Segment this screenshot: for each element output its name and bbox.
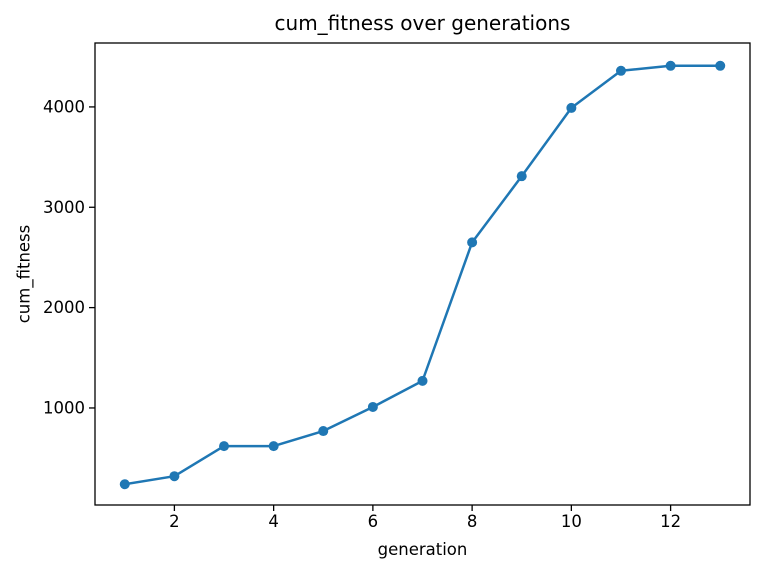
chart-title: cum_fitness over generations [274, 11, 571, 35]
y-axis-label: cum_fitness [14, 224, 34, 324]
data-point-gen-9 [516, 171, 527, 182]
x-tick-label-2: 2 [169, 512, 180, 531]
y-tick-label-3000: 3000 [43, 198, 85, 217]
data-point-gen-10 [566, 102, 577, 113]
fitness-line [123, 64, 722, 486]
y-tick-label-4000: 4000 [43, 97, 85, 116]
data-point-gen-8 [467, 237, 478, 248]
data-point-gen-6 [367, 401, 378, 412]
data-point-gen-2 [169, 471, 180, 482]
y-tick-label-2000: 2000 [43, 298, 85, 317]
data-point-gen-12 [665, 60, 676, 71]
data-point-gen-7 [417, 375, 428, 386]
x-tick-label-4: 4 [268, 512, 279, 531]
x-tick-label-6: 6 [368, 512, 379, 531]
data-point-gen-5 [318, 426, 329, 437]
data-point-gen-4 [268, 441, 279, 452]
x-axis-label: generation [377, 540, 468, 559]
y-tick-label-1000: 1000 [43, 398, 85, 417]
data-point-gen-13 [715, 60, 726, 71]
data-point-gen-1 [119, 479, 130, 490]
data-point-gen-11 [615, 65, 626, 76]
x-tick-label-10: 10 [561, 512, 582, 531]
x-tick-label-8: 8 [467, 512, 478, 531]
x-tick-label-12: 12 [660, 512, 681, 531]
data-point-gen-3 [219, 441, 230, 452]
axes-spines [94, 42, 751, 506]
